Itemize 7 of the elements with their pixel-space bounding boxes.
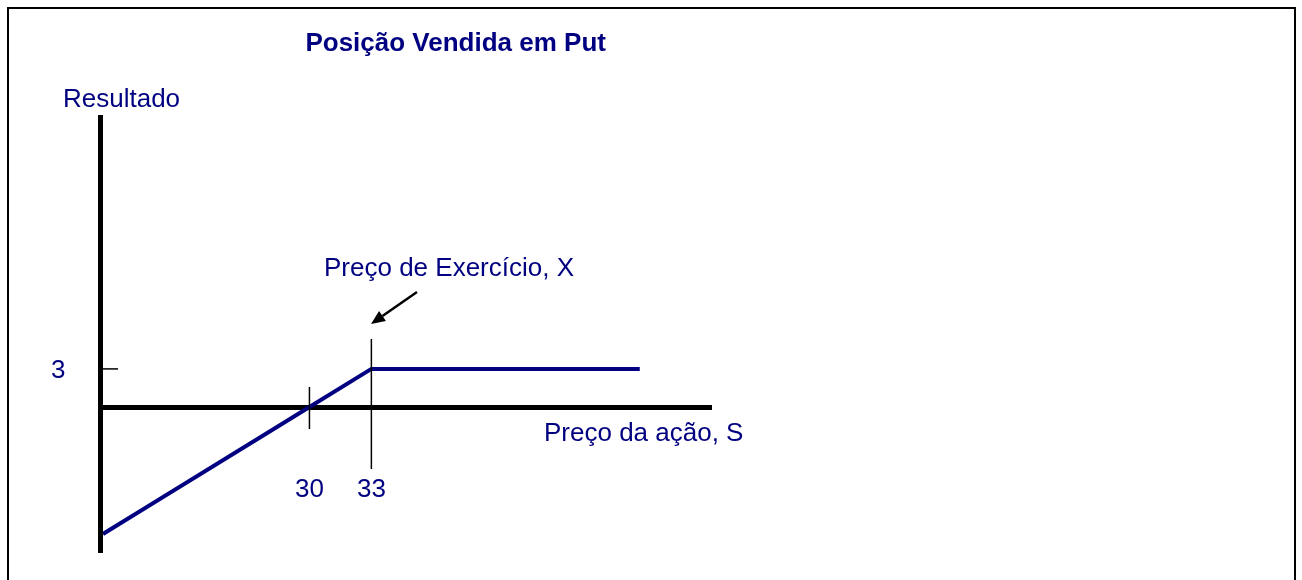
chart-title: Posição Vendida em Put [305, 26, 607, 57]
x-axis-title: Preço da ação, S [544, 417, 744, 447]
text: 3 [51, 354, 66, 384]
text: Preço de Exercício, X [324, 252, 574, 282]
x-tick-label: 33 [357, 473, 386, 503]
x-tick-label: 30 [295, 473, 324, 503]
text: Resultado [63, 83, 181, 113]
